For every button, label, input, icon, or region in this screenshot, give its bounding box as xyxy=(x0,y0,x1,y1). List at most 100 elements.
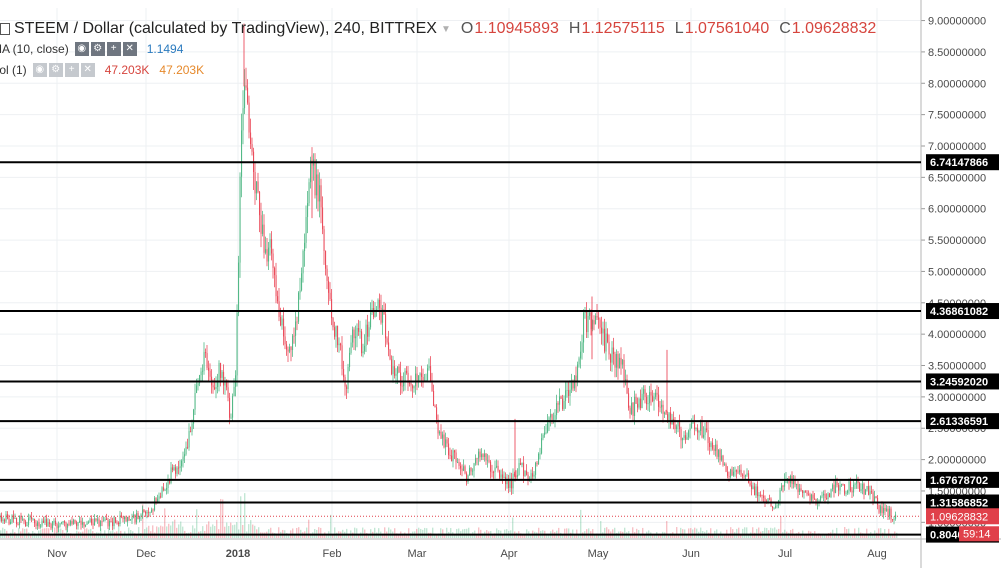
candle-body xyxy=(728,475,730,478)
candle-body xyxy=(511,478,513,489)
volume-bar xyxy=(538,527,540,538)
candle-body xyxy=(301,273,303,291)
volume-bar xyxy=(758,527,760,538)
volume-bar xyxy=(670,533,672,538)
candle-body xyxy=(154,497,156,511)
candle-body xyxy=(455,452,457,463)
candle-body xyxy=(562,398,564,410)
gear-icon[interactable]: ⚙ xyxy=(90,42,105,56)
candle-body xyxy=(130,519,132,521)
close-icon[interactable]: ✕ xyxy=(122,42,137,56)
collapse-square-icon[interactable] xyxy=(0,23,10,35)
candle-body xyxy=(31,516,33,520)
candle-body xyxy=(307,203,309,218)
candle-body xyxy=(145,511,147,514)
volume-bar xyxy=(136,534,138,538)
candle-body xyxy=(539,453,541,455)
candle-body xyxy=(608,341,610,355)
candle-body xyxy=(845,492,847,494)
candle-body xyxy=(332,318,334,328)
candle-body xyxy=(538,453,540,465)
candle-body xyxy=(589,312,591,316)
high-value: 1.12575115 xyxy=(581,20,665,37)
candle-body xyxy=(203,352,205,371)
candle-body xyxy=(317,174,319,202)
volume-bar xyxy=(566,528,568,538)
candle-body xyxy=(239,176,241,263)
candle-body xyxy=(172,467,174,470)
level-price-label: 1.31586852 xyxy=(930,498,988,510)
candle-body xyxy=(863,483,865,495)
eye-icon[interactable]: ◉ xyxy=(32,63,47,77)
candle-body xyxy=(484,453,486,457)
volume-bar xyxy=(346,528,348,538)
open-value: 1.10945893 xyxy=(474,20,559,37)
candle-body xyxy=(547,422,549,433)
candle-body xyxy=(136,513,138,523)
volume-bar xyxy=(164,508,166,538)
candle-body xyxy=(302,251,304,274)
candle-body xyxy=(659,406,661,408)
candle-body xyxy=(53,520,55,522)
gear-icon[interactable]: ⚙ xyxy=(48,63,63,77)
level-price-label: 1.67678702 xyxy=(930,475,988,487)
volume-bar xyxy=(182,526,184,538)
plus-icon[interactable]: + xyxy=(106,42,121,56)
candle-body xyxy=(308,182,310,204)
volume-bar xyxy=(864,533,866,538)
candle-body xyxy=(320,185,322,208)
vol-buttons: ◉ ⚙ + ✕ xyxy=(32,63,97,77)
volume-bar xyxy=(794,534,796,538)
candle-body xyxy=(392,366,394,375)
candle-body xyxy=(835,481,837,493)
volume-bar xyxy=(770,527,772,538)
candle-body xyxy=(478,451,480,459)
x-tick-label: Nov xyxy=(47,548,67,560)
volume-bar xyxy=(444,533,446,538)
candle-body xyxy=(502,474,504,478)
volume-bar xyxy=(236,522,238,538)
candle-body xyxy=(727,471,729,476)
candle-body xyxy=(769,498,771,500)
candle-body xyxy=(515,475,517,477)
candle-body xyxy=(832,484,834,490)
close-icon[interactable]: ✕ xyxy=(80,63,95,77)
candle-body xyxy=(568,390,570,396)
volume-bar xyxy=(564,528,566,538)
candle-body xyxy=(520,463,522,465)
y-tick-label: 9.00000000 xyxy=(928,16,986,28)
candle-body xyxy=(184,454,186,457)
candle-body xyxy=(304,242,306,252)
volume-bar xyxy=(578,534,580,538)
candle-body xyxy=(526,470,528,475)
volume-bar xyxy=(30,534,32,538)
candle-body xyxy=(809,494,811,501)
candle-body xyxy=(535,462,537,475)
candle-body xyxy=(829,493,831,498)
volume-bar xyxy=(468,527,470,538)
candle-body xyxy=(25,521,27,526)
volume-bar xyxy=(850,534,852,538)
candle-body xyxy=(497,465,499,471)
candle-body xyxy=(23,518,25,522)
y-tick-label: 7.50000000 xyxy=(928,110,986,122)
volume-bar xyxy=(368,534,370,538)
candle-body xyxy=(751,485,753,489)
plus-icon[interactable]: + xyxy=(64,63,79,77)
volume-bar xyxy=(242,524,244,538)
candle-body xyxy=(274,267,276,276)
candle-body xyxy=(667,414,669,421)
chevron-down-icon[interactable]: ▼ xyxy=(440,23,451,35)
volume-bar xyxy=(406,534,408,538)
volume-bar xyxy=(60,528,62,538)
level-price-badge xyxy=(926,303,999,320)
candle-body xyxy=(212,385,214,388)
volume-bar xyxy=(208,521,210,538)
candle-body xyxy=(764,497,766,502)
candle-body xyxy=(571,380,573,390)
eye-icon[interactable]: ◉ xyxy=(74,42,89,56)
volume-bar xyxy=(598,534,600,538)
candle-body xyxy=(257,181,259,192)
candle-body xyxy=(115,517,117,523)
